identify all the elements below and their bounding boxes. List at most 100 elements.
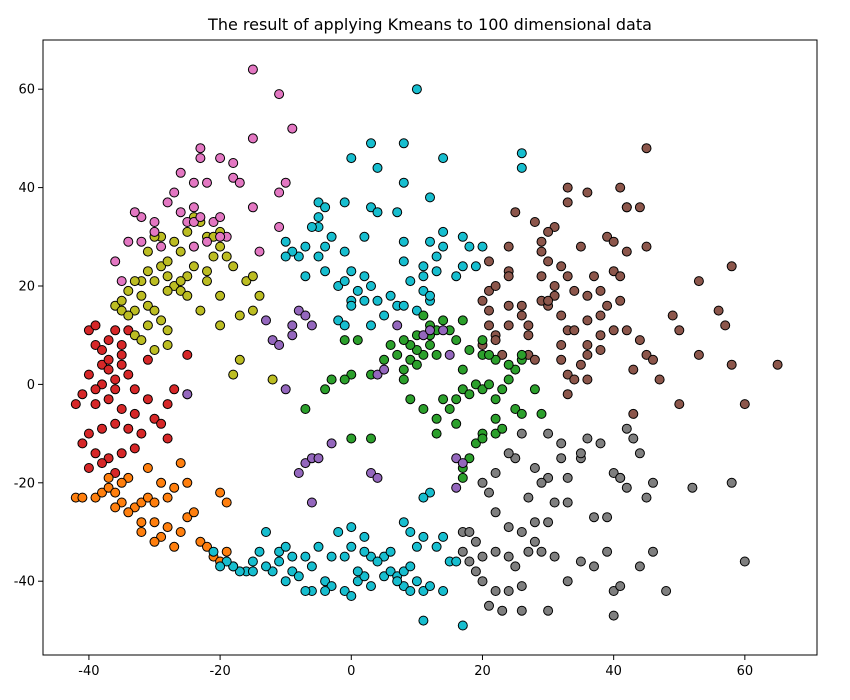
scatter-point <box>116 448 127 459</box>
scatter-point <box>110 418 121 429</box>
scatter-point <box>274 187 285 198</box>
scatter-point <box>398 236 409 247</box>
scatter-point <box>418 404 429 414</box>
scatter-point <box>287 320 298 331</box>
scatter-point <box>234 177 245 188</box>
scatter-point <box>169 236 180 247</box>
scatter-point <box>175 458 186 469</box>
scatter-point <box>503 359 514 370</box>
scatter-point <box>306 320 317 331</box>
scatter-point <box>175 207 186 218</box>
scatter-point <box>195 305 206 316</box>
scatter-point <box>326 438 337 449</box>
scatter-point <box>359 271 370 282</box>
scatter-point <box>129 330 140 341</box>
scatter-point <box>136 428 147 439</box>
scatter-point <box>202 276 212 287</box>
scatter-point <box>431 349 442 360</box>
scatter-point <box>497 349 508 360</box>
scatter-point <box>405 340 416 350</box>
scatter-point <box>634 335 645 346</box>
scatter-point <box>228 158 239 168</box>
y-tick-label: 20 <box>18 280 35 295</box>
scatter-point <box>313 212 324 223</box>
scatter-point <box>221 556 232 567</box>
scatter-point <box>457 384 468 395</box>
scatter-point <box>536 477 547 488</box>
scatter-point <box>470 438 481 449</box>
scatter-point <box>379 364 390 375</box>
scatter-point <box>595 345 606 355</box>
scatter-point <box>188 202 199 213</box>
scatter-point <box>274 546 285 557</box>
scatter-point <box>470 536 481 547</box>
scatter-point <box>169 541 180 552</box>
scatter-point <box>228 561 239 572</box>
scatter-point <box>339 586 350 596</box>
scatter-point <box>556 261 567 272</box>
scatter-point <box>326 231 337 242</box>
scatter-point <box>418 615 429 626</box>
scatter-point <box>457 231 468 242</box>
scatter-point <box>589 271 599 282</box>
scatter-point <box>470 261 481 272</box>
scatter-point <box>634 448 645 459</box>
scatter-point <box>398 374 409 385</box>
scatter-point <box>116 477 127 488</box>
scatter-point <box>575 359 586 370</box>
scatter-point <box>221 251 232 262</box>
scatter-point <box>431 251 442 262</box>
scatter-point <box>202 236 212 247</box>
scatter-point <box>215 290 226 301</box>
scatter-point <box>247 305 258 316</box>
scatter-point <box>254 246 265 257</box>
scatter-point <box>615 295 626 306</box>
x-tick-label: -20 <box>209 664 230 679</box>
scatter-point <box>405 276 416 287</box>
scatter-point <box>464 345 475 355</box>
scatter-point <box>418 492 429 503</box>
scatter-point <box>372 369 383 380</box>
scatter-point <box>641 492 652 503</box>
scatter-point <box>136 335 147 346</box>
scatter-point <box>543 256 554 267</box>
scatter-point <box>438 531 449 542</box>
scatter-point <box>589 512 599 523</box>
scatter-point <box>451 453 462 464</box>
scatter-point <box>359 571 370 582</box>
scatter-point <box>470 379 481 390</box>
scatter-point <box>313 541 324 552</box>
scatter-point <box>477 335 488 346</box>
scatter-point <box>503 586 514 596</box>
scatter-point <box>123 507 134 518</box>
scatter-point <box>83 369 94 380</box>
scatter-point <box>103 364 114 375</box>
scatter-point <box>379 551 390 562</box>
scatter-point <box>267 566 278 577</box>
scatter-point <box>464 241 475 252</box>
scatter-point <box>510 364 521 375</box>
scatter-point <box>556 453 567 464</box>
scatter-point <box>398 566 409 577</box>
scatter-point <box>425 340 435 350</box>
scatter-point <box>97 345 107 355</box>
scatter-point <box>543 428 554 439</box>
x-tick-label: 40 <box>605 664 622 679</box>
scatter-point <box>123 369 134 380</box>
scatter-point <box>392 349 403 360</box>
scatter-point <box>497 423 508 434</box>
scatter-point <box>490 335 501 346</box>
scatter-point <box>444 349 455 360</box>
scatter-point <box>667 310 678 321</box>
scatter-point <box>523 492 534 503</box>
scatter-point <box>156 315 167 326</box>
scatter-point <box>202 541 212 552</box>
scatter-point <box>116 497 127 508</box>
scatter-point <box>77 438 88 449</box>
scatter-point <box>523 330 534 341</box>
scatter-point <box>418 261 429 272</box>
x-tick-label: 60 <box>737 664 754 679</box>
scatter-point <box>339 276 350 287</box>
scatter-point <box>306 497 317 508</box>
scatter-point <box>300 404 311 414</box>
